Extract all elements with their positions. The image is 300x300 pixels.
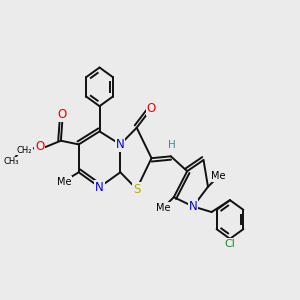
Text: S: S: [133, 182, 140, 196]
Text: O: O: [35, 140, 44, 153]
Text: Me: Me: [156, 202, 171, 213]
Text: O: O: [58, 108, 67, 121]
Text: N: N: [95, 181, 104, 194]
Text: N: N: [189, 200, 197, 213]
Text: H: H: [168, 140, 175, 150]
Text: O: O: [146, 102, 156, 115]
Text: CH₂: CH₂: [16, 146, 32, 155]
Text: Me: Me: [211, 171, 226, 182]
Text: N: N: [116, 138, 125, 151]
Text: CH₃: CH₃: [4, 157, 19, 166]
Text: Cl: Cl: [224, 239, 236, 249]
Text: Me: Me: [57, 177, 71, 187]
